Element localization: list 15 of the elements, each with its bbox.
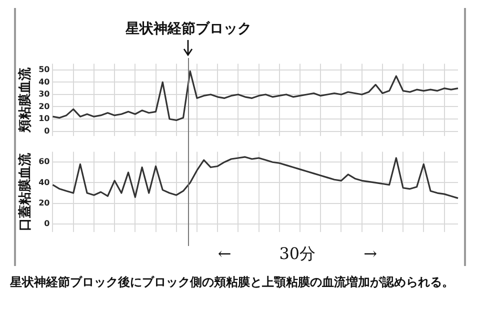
y-tick-label: 10: [38, 114, 50, 124]
y-tick-label: 60: [38, 157, 50, 166]
y-axis-title: 口蓋粘膜血流: [17, 152, 34, 231]
text: ← 30分 →: [216, 244, 378, 265]
text: 星状神経節ブロック後にブロック側の頬粘膜と上顎粘膜の血流増加が認められる。: [10, 274, 455, 291]
y-axis-title: 頬粘膜血流: [17, 66, 34, 134]
y-tick-label: 40: [38, 77, 50, 86]
y-tick-label: 40: [38, 178, 50, 187]
y-tick-label: 0: [44, 126, 50, 136]
chart-title: 星状神経節ブロック: [124, 20, 252, 38]
y-tick-label: 30: [38, 90, 50, 99]
y-tick-label: 20: [38, 198, 50, 208]
y-tick-label: 50: [38, 65, 50, 74]
y-tick-label: 0: [44, 219, 50, 228]
y-tick-label: 20: [38, 102, 50, 111]
